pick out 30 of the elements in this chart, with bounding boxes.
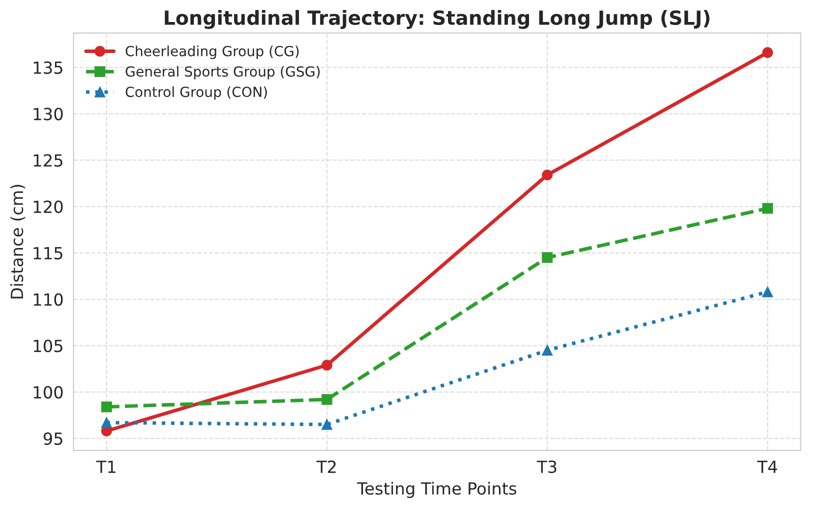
chart-title: Longitudinal Trajectory: Standing Long Jump (SLJ) — [164, 10, 710, 29]
point — [322, 394, 332, 405]
y-tick-label: 125 — [34, 154, 62, 167]
point — [322, 360, 332, 371]
point — [101, 401, 112, 412]
point — [762, 286, 773, 298]
y-axis-title: Distance (cm) — [10, 184, 26, 298]
y-tick-label: 135 — [34, 61, 62, 74]
point — [542, 344, 553, 356]
y-tick-label: 95 — [44, 432, 62, 445]
y-tick-label: 115 — [34, 247, 62, 260]
y-tick-label: 120 — [34, 200, 63, 214]
x-tick-label: T3 — [536, 460, 556, 474]
point — [762, 203, 773, 214]
point — [762, 47, 773, 58]
legend-label: General Sports Group (GSG) — [126, 66, 320, 80]
y-tick-label: 130 — [34, 108, 63, 120]
y-tick-label: 100 — [34, 386, 63, 399]
y-tick-label: 110 — [34, 293, 63, 306]
y-tick-label: 105 — [34, 340, 62, 352]
point — [542, 170, 553, 180]
point — [542, 252, 553, 263]
x-tick-label: T4 — [757, 460, 778, 473]
point — [322, 419, 332, 430]
legend-label: Cheerleading Group (CG) — [126, 46, 299, 60]
x-axis-title: Testing Time Points — [357, 482, 516, 498]
x-tick-label: T1 — [96, 460, 116, 473]
x-tick-label: T2 — [316, 460, 336, 473]
point — [101, 417, 112, 428]
legend-label: Control Group (CON) — [126, 86, 267, 100]
